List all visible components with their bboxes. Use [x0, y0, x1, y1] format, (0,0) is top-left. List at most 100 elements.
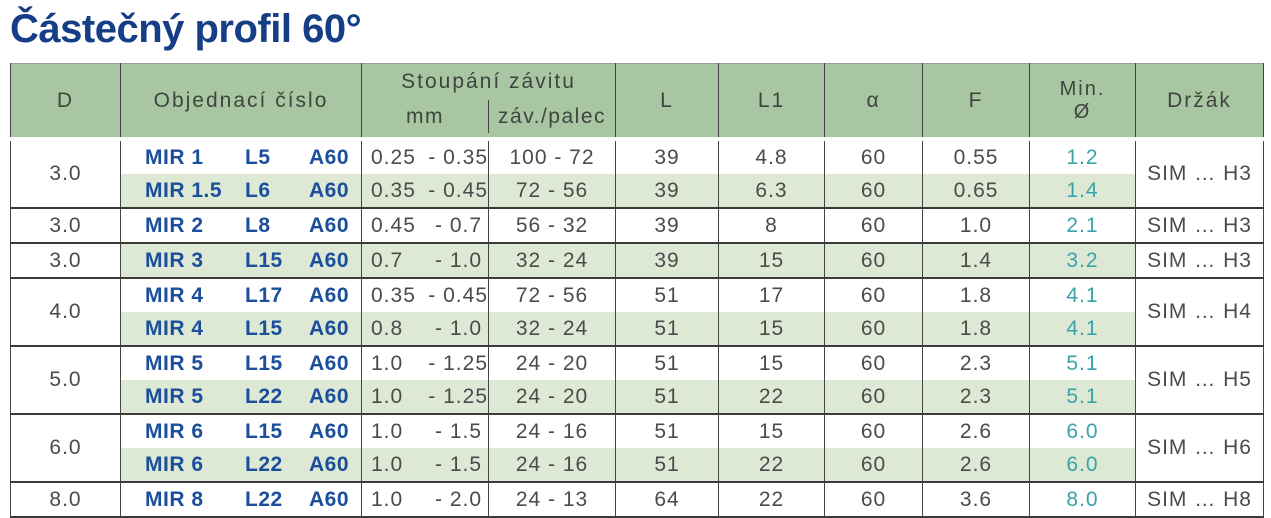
cell-angle-alpha: 60: [824, 413, 924, 448]
cell-f-value: 2.6: [922, 448, 1031, 482]
order-part-model: MIR 2: [145, 213, 204, 237]
cell-diameter: 4.0: [10, 277, 121, 346]
cell-length-l1: 22: [718, 448, 826, 482]
pitch-mm-max: - 0.45: [428, 283, 488, 307]
pitch-mm-max: - 1.25: [428, 351, 488, 375]
page-title: Částečný profil 60°: [10, 7, 362, 51]
order-part-model: MIR 3: [145, 248, 204, 272]
order-number: MIR 1.5 L6 A60: [121, 179, 361, 203]
col-header-alpha: α: [824, 63, 924, 141]
order-part-length: L15: [245, 316, 283, 340]
order-part-angle: A60: [309, 419, 350, 443]
pitch-mm-min: 1.0: [371, 452, 404, 476]
cell-order-number: MIR 5 L15 A60: [120, 345, 362, 380]
cell-pitch-tpi: 24 - 16: [487, 413, 617, 448]
cell-pitch-tpi: 24 - 20: [487, 380, 617, 414]
cell-diameter: 3.0: [10, 207, 121, 243]
order-number: MIR 1 L5 A60: [121, 146, 361, 170]
diameter-symbol: Ø: [1073, 100, 1092, 123]
pitch-mm-min: 1.0: [371, 351, 404, 375]
pitch-mm-max: - 0.7: [435, 213, 483, 237]
table-row: MIR 6 L22 A60 1.0 - 1.5 24 - 16 51 22 60 2.6 6.0: [11, 448, 1264, 482]
cell-pitch-tpi: 72 - 56: [487, 174, 617, 208]
pitch-mm-max: - 0.35: [428, 145, 488, 169]
table-body: 3.0 MIR 1 L5 A60 0.25- 0.35 100 - 72 39 4.8 60 0.…: [10, 139, 1265, 517]
cell-length-l1: 4.8: [718, 139, 826, 174]
order-part-length: L15: [245, 248, 283, 272]
cell-order-number: MIR 4 L15 A60: [120, 312, 362, 346]
order-number: MIR 2 L8 A60: [121, 214, 361, 238]
cell-length-l: 39: [615, 139, 720, 174]
cell-pitch-tpi: 24 - 16: [487, 448, 617, 482]
pitch-mm-max: - 1.25: [428, 384, 488, 408]
cell-f-value: 2.3: [922, 380, 1031, 414]
cell-f-value: 0.65: [922, 174, 1031, 208]
cell-holder: SIM … H3: [1135, 139, 1265, 208]
order-part-angle: A60: [309, 178, 350, 202]
cell-min-diameter: 6.0: [1029, 413, 1137, 448]
cell-holder: SIM … H5: [1135, 345, 1265, 414]
cell-order-number: MIR 4 L17 A60: [120, 277, 362, 312]
pitch-mm-min: 0.35: [371, 178, 416, 202]
order-part-model: MIR 4: [145, 283, 204, 307]
cell-diameter: 3.0: [10, 139, 121, 208]
cell-angle-alpha: 60: [824, 380, 924, 414]
pitch-mm-min: 1.0: [371, 384, 404, 408]
cell-length-l: 64: [615, 481, 720, 517]
cell-length-l: 51: [615, 345, 720, 380]
cell-pitch-tpi: 24 - 13: [487, 481, 617, 517]
cell-order-number: MIR 5 L22 A60: [120, 380, 362, 414]
cell-min-diameter: 3.2: [1029, 242, 1137, 278]
order-part-model: MIR 4: [145, 316, 204, 340]
cell-diameter: 5.0: [10, 345, 121, 414]
cell-min-diameter: 2.1: [1029, 207, 1137, 243]
header-row: D Objednací číslo Stoupání závitu mm záv…: [10, 63, 1265, 141]
order-part-model: MIR 5: [145, 351, 204, 375]
col-header-f: F: [922, 63, 1031, 141]
pitch-mm-max: - 1.0: [435, 248, 483, 272]
order-part-angle: A60: [309, 452, 350, 476]
cell-min-diameter: 5.1: [1029, 345, 1137, 380]
pitch-mm-max: - 2.0: [435, 487, 483, 511]
order-part-length: L5: [245, 145, 271, 169]
table-row: MIR 4 L15 A60 0.8 - 1.0 32 - 24 51 15 60 1.8 4.1: [11, 312, 1264, 346]
cell-pitch-mm: 1.0 - 1.25: [361, 380, 489, 414]
pitch-mm-min: 0.7: [371, 248, 404, 272]
cell-diameter: 8.0: [10, 481, 121, 517]
cell-angle-alpha: 60: [824, 345, 924, 380]
cell-pitch-mm: 1.0 - 1.25: [361, 345, 489, 380]
cell-pitch-tpi: 24 - 20: [487, 345, 617, 380]
col-header-l1: L1: [718, 63, 826, 141]
order-number: MIR 5 L15 A60: [121, 352, 361, 376]
cell-pitch-mm: 0.45 - 0.7: [361, 207, 489, 243]
pitch-mm-range: 0.35 - 0.45: [362, 179, 488, 203]
cell-pitch-tpi: 72 - 56: [487, 277, 617, 312]
col-header-pitch: Stoupání závitu mm záv./palec: [360, 63, 617, 141]
order-number: MIR 8 L22 A60: [121, 488, 361, 512]
cell-min-diameter: 8.0: [1029, 481, 1137, 517]
order-part-length: L8: [245, 213, 271, 237]
order-part-length: L15: [245, 351, 283, 375]
cell-min-diameter: 5.1: [1029, 380, 1137, 414]
cell-length-l: 39: [615, 242, 720, 278]
table-row: 4.0 MIR 4 L17 A60 0.35 - 0.45 72 - 56 51 17 60 1.8…: [10, 277, 1265, 346]
pitch-mm-min: 0.45: [371, 213, 416, 237]
cell-f-value: 1.4: [922, 242, 1031, 278]
table-row: 3.0 MIR 3 L15 A60 0.7 - 1.0 32 - 24 39 15 60 1.4 3.…: [10, 242, 1265, 278]
cell-length-l: 39: [615, 207, 720, 243]
order-part-angle: A60: [309, 316, 350, 340]
cell-diameter: 3.0: [10, 242, 121, 278]
order-number: MIR 3 L15 A60: [121, 249, 361, 273]
cell-length-l1: 15: [718, 312, 826, 346]
table-row: MIR 1.5 L6 A60 0.35 - 0.45 72 - 56 39 6.3 60 0.65…: [11, 174, 1264, 208]
order-number: MIR 4 L17 A60: [121, 284, 361, 308]
cell-f-value: 2.6: [922, 413, 1031, 448]
cell-holder: SIM … H3: [1135, 242, 1265, 278]
cell-order-number: MIR 3 L15 A60: [120, 242, 362, 278]
pitch-mm-min: 1.0: [371, 419, 404, 443]
order-part-angle: A60: [309, 248, 350, 272]
cell-angle-alpha: 60: [824, 312, 924, 346]
cell-min-diameter: 6.0: [1029, 448, 1137, 482]
cell-pitch-tpi: 32 - 24: [487, 312, 617, 346]
